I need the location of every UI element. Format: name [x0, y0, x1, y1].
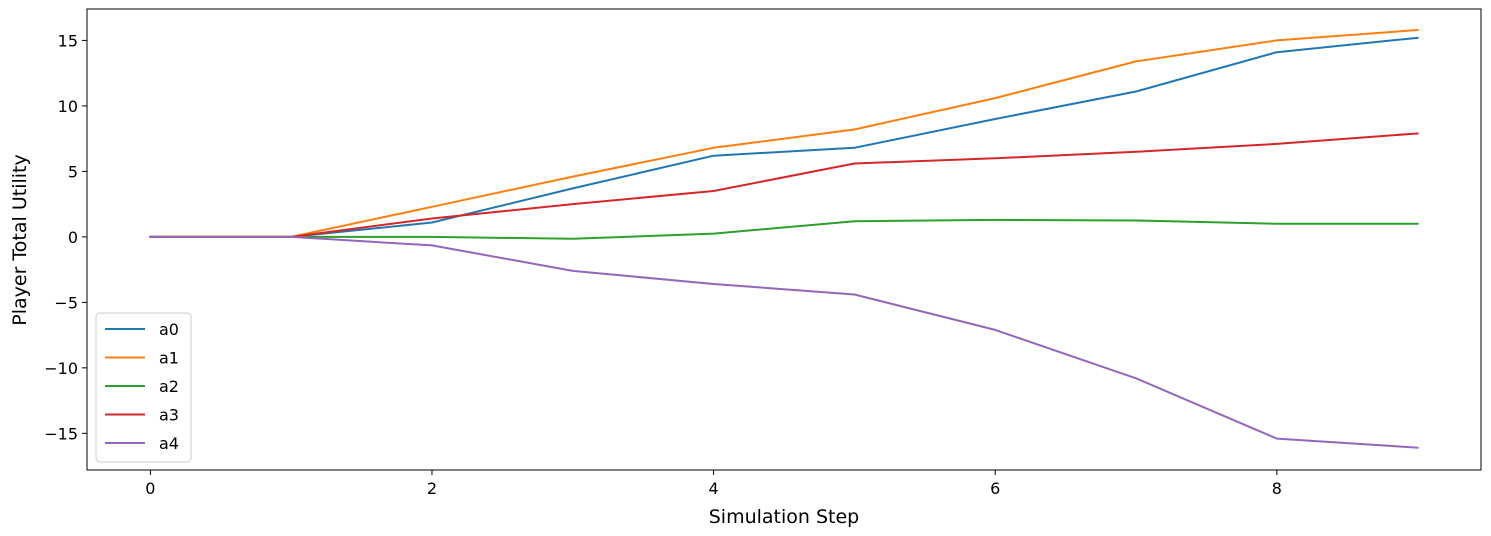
legend-label-a1: a1 [159, 349, 179, 368]
series-line-a2 [149, 218, 1419, 240]
x-axis-label: Simulation Step [709, 506, 860, 528]
y-axis-ticks: 15 10 5 0 −5 −10 −15 [44, 31, 87, 443]
series-line-a4 [149, 235, 1419, 449]
y-tick-label: −5 [54, 293, 78, 312]
x-axis-ticks: 0 2 4 6 8 [145, 470, 1282, 498]
x-tick-label: 4 [709, 479, 719, 498]
legend-label-a3: a3 [159, 406, 179, 425]
legend-label-a2: a2 [159, 377, 179, 396]
x-tick-label: 0 [145, 479, 155, 498]
y-tick-label: −10 [44, 359, 78, 378]
plot-lines [149, 28, 1419, 449]
legend-box [95, 312, 192, 463]
y-tick-label: 10 [58, 97, 78, 116]
x-tick-label: 8 [1272, 479, 1282, 498]
y-axis-label: Player Total Utility [9, 154, 31, 325]
plot-frame [86, 8, 1482, 471]
legend-label-a0: a0 [159, 320, 179, 339]
legend-label-a4: a4 [159, 434, 179, 453]
legend: a0 a1 a2 a3 a4 [95, 312, 192, 463]
series-line-a3 [149, 132, 1419, 238]
series-line-a1 [149, 28, 1419, 238]
y-tick-label: −15 [44, 424, 78, 443]
series-line-a0 [149, 36, 1419, 238]
y-tick-label: 0 [68, 228, 78, 247]
x-tick-label: 6 [990, 479, 1000, 498]
y-tick-label: 15 [58, 31, 78, 50]
y-tick-label: 5 [68, 162, 78, 181]
x-tick-label: 2 [427, 479, 437, 498]
